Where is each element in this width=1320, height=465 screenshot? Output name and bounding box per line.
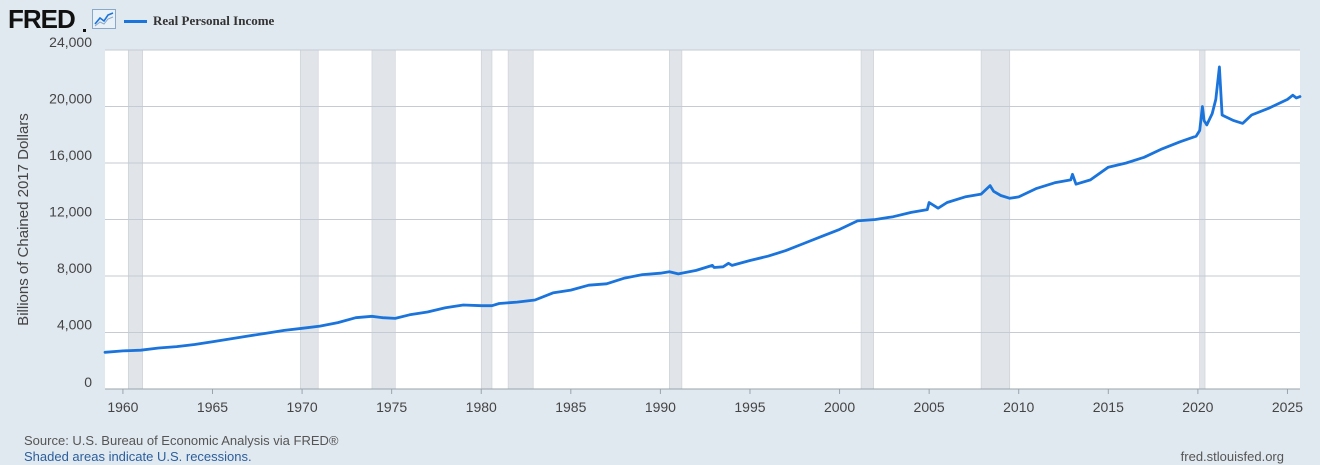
series-layer bbox=[103, 65, 1302, 354]
x-tick-label: 2000 bbox=[824, 399, 855, 415]
x-tick-label: 1960 bbox=[107, 399, 138, 415]
site-url[interactable]: fred.stlouisfed.org bbox=[1180, 449, 1284, 464]
fred-logo-dot bbox=[83, 29, 86, 32]
x-tick-label: 2015 bbox=[1093, 399, 1124, 415]
chart-header: FRED Real Personal Income bbox=[0, 0, 1320, 40]
recession-note: Shaded areas indicate U.S. recessions. bbox=[24, 449, 252, 464]
y-tick-label: 12,000 bbox=[49, 204, 92, 220]
y-axis-ticks: 0 4,000 8,000 12,000 16,000 20,000 24,000 bbox=[49, 34, 92, 390]
legend-swatch bbox=[124, 20, 147, 23]
line-graph-icon[interactable] bbox=[92, 9, 116, 29]
x-tick-label: 1980 bbox=[466, 399, 497, 415]
x-axis-ticks: 1960 1965 1970 1975 1980 1985 1990 1995 2000 2005… bbox=[107, 389, 1303, 415]
x-tick-label: 1995 bbox=[734, 399, 765, 415]
chart-area: 0 4,000 8,000 12,000 16,000 20,000 24,000 1960… bbox=[15, 34, 1303, 415]
y-tick-label: 24,000 bbox=[49, 34, 92, 50]
x-tick-label: 1990 bbox=[645, 399, 676, 415]
fred-logo[interactable]: FRED bbox=[8, 4, 76, 34]
series-line[interactable] bbox=[103, 65, 1302, 354]
y-tick-label: 16,000 bbox=[49, 147, 92, 163]
x-tick-label: 1985 bbox=[555, 399, 586, 415]
legend-label: Real Personal Income bbox=[153, 13, 275, 28]
x-tick-label: 1970 bbox=[286, 399, 317, 415]
x-tick-label: 1965 bbox=[197, 399, 228, 415]
x-tick-label: 1975 bbox=[376, 399, 407, 415]
x-tick-label: 2020 bbox=[1182, 399, 1213, 415]
y-axis-title: Billions of Chained 2017 Dollars bbox=[15, 113, 32, 326]
x-tick-label: 2005 bbox=[914, 399, 945, 415]
y-tick-label: 20,000 bbox=[49, 91, 92, 107]
source-note: Source: U.S. Bureau of Economic Analysis… bbox=[24, 433, 339, 448]
y-tick-label: 4,000 bbox=[57, 317, 92, 333]
x-tick-label: 2010 bbox=[1003, 399, 1034, 415]
x-tick-label: 2025 bbox=[1272, 399, 1303, 415]
y-tick-label: 8,000 bbox=[57, 260, 92, 276]
y-tick-label: 0 bbox=[84, 374, 92, 390]
gridlines bbox=[105, 49, 1300, 390]
